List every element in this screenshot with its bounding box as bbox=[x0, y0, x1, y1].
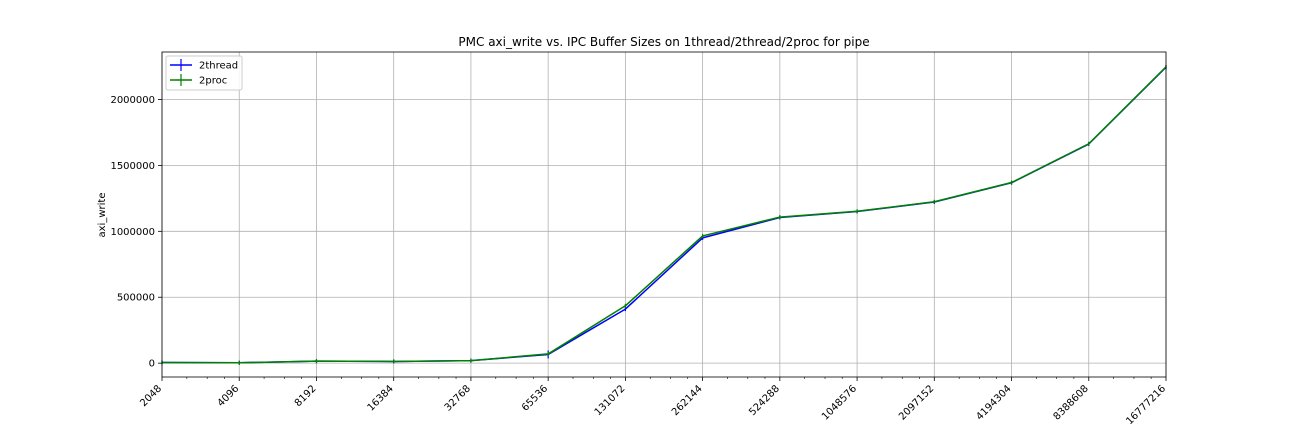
series-layer bbox=[161, 64, 1167, 365]
series-line bbox=[161, 66, 1167, 364]
legend-entry: 2proc bbox=[170, 74, 227, 87]
y-tick-label: 1000000 bbox=[110, 227, 155, 238]
y-tick-label: 1500000 bbox=[110, 161, 155, 172]
legend-label: 2proc bbox=[199, 76, 227, 87]
x-tick-label: 16777216 bbox=[1124, 383, 1168, 427]
x-tick-label: 32768 bbox=[443, 383, 473, 413]
x-tick-label: 2097152 bbox=[897, 383, 936, 422]
legend-label: 2thread bbox=[199, 61, 238, 72]
y-tick-label: 500000 bbox=[117, 293, 155, 304]
x-tick-label: 131072 bbox=[593, 383, 628, 418]
x-tick-label: 4194304 bbox=[974, 383, 1013, 422]
y-axis-ticks: 0 500000 1000000 1500000 2000000 bbox=[110, 95, 162, 370]
legend: 2thread 2proc bbox=[165, 55, 243, 91]
x-tick-label: 1048576 bbox=[820, 383, 859, 422]
y-axis-label: axi_write bbox=[97, 193, 108, 238]
x-tick-label: 8192 bbox=[293, 383, 319, 409]
x-axis-ticks: 2048 4096 8192 16384 32768 65536 131072 262144 5… bbox=[138, 377, 1168, 427]
grid-lines bbox=[161, 52, 1167, 377]
x-tick-label: 65536 bbox=[520, 383, 550, 413]
plot-frame bbox=[161, 51, 1167, 378]
y-tick-label: 0 bbox=[149, 359, 155, 370]
x-tick-label: 524288 bbox=[747, 383, 782, 418]
x-tick-label: 262144 bbox=[670, 383, 705, 418]
series-line bbox=[161, 66, 1167, 364]
x-minor-ticks bbox=[186, 377, 1152, 379]
series-2thread bbox=[161, 65, 1167, 365]
series-2proc bbox=[161, 64, 1167, 365]
y-tick-label: 2000000 bbox=[110, 95, 155, 106]
x-tick-label: 2048 bbox=[138, 383, 164, 409]
x-tick-label: 4096 bbox=[216, 383, 242, 409]
chart-title: PMC axi_write vs. IPC Buffer Sizes on 1t… bbox=[458, 35, 869, 49]
legend-entry: 2thread bbox=[170, 59, 238, 72]
x-tick-label: 8388608 bbox=[1052, 383, 1091, 422]
x-tick-label: 16384 bbox=[366, 383, 396, 413]
